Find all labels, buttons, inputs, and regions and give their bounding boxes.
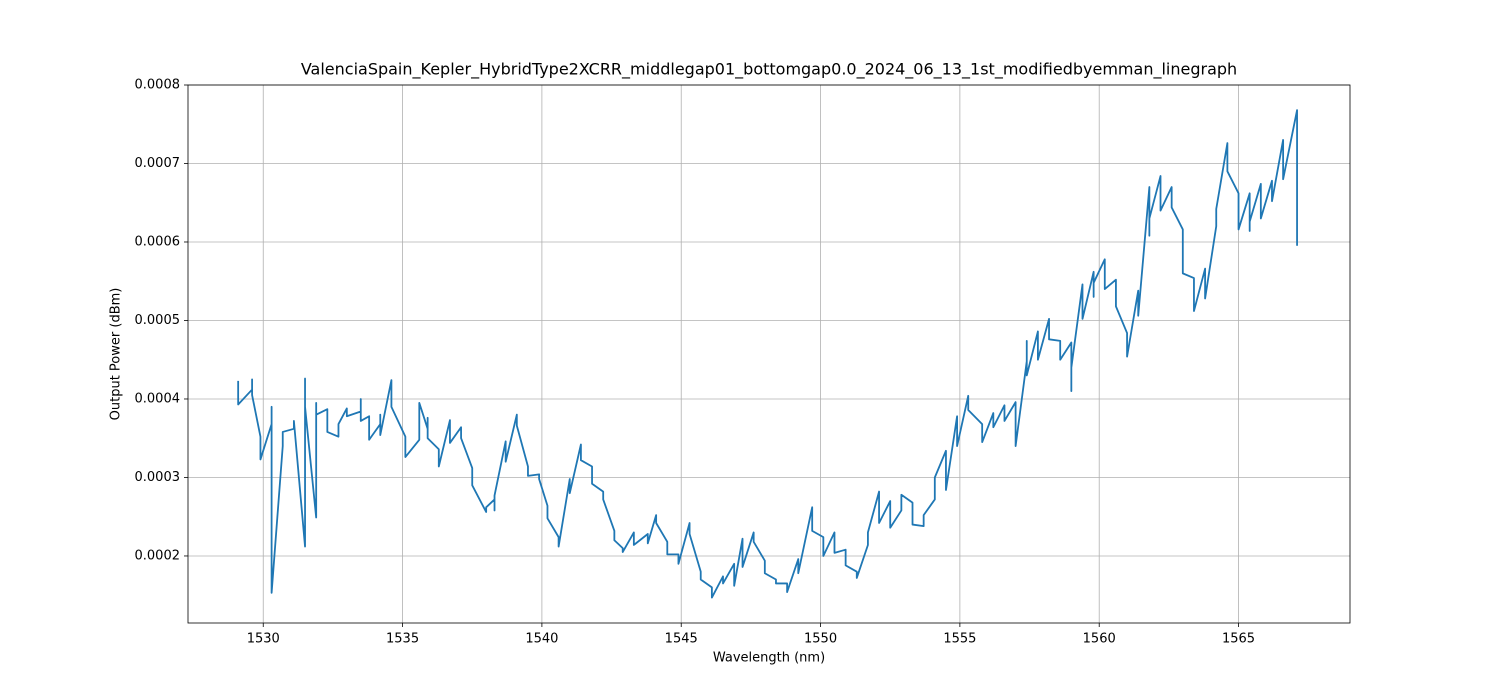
y-tick-label: 0.0004 bbox=[135, 391, 181, 406]
x-tick-label: 1565 bbox=[1222, 632, 1255, 647]
y-tick-label: 0.0003 bbox=[135, 470, 181, 485]
x-tick-label: 1530 bbox=[247, 632, 280, 647]
x-tick-label: 1555 bbox=[943, 632, 976, 647]
chart-title: ValenciaSpain_Kepler_HybridType2XCRR_mid… bbox=[301, 60, 1237, 80]
y-tick-label: 0.0008 bbox=[135, 78, 181, 93]
y-tick-label: 0.0005 bbox=[135, 313, 181, 328]
y-tick-label: 0.0006 bbox=[135, 234, 181, 249]
x-tick-label: 1560 bbox=[1083, 632, 1116, 647]
x-tick-label: 1550 bbox=[804, 632, 837, 647]
x-tick-label: 1545 bbox=[665, 632, 698, 647]
y-axis-label: Output Power (dBm) bbox=[109, 288, 124, 421]
y-tick-label: 0.0007 bbox=[135, 156, 181, 171]
data-line bbox=[237, 109, 1298, 599]
y-tick-label: 0.0002 bbox=[135, 548, 181, 563]
x-tick-label: 1540 bbox=[525, 632, 558, 647]
plot-frame bbox=[187, 84, 1351, 624]
x-axis-label: Wavelength (nm) bbox=[713, 651, 825, 666]
x-tick-label: 1535 bbox=[386, 632, 419, 647]
